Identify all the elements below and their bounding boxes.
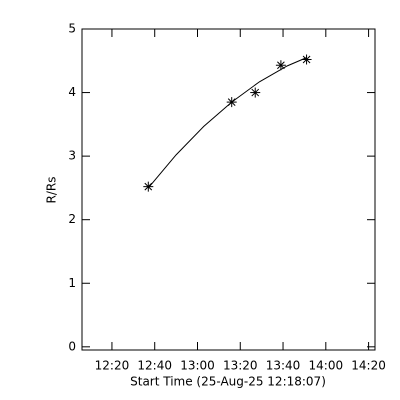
- asterisk-stroke: [277, 61, 285, 70]
- plot-frame: [81, 28, 376, 351]
- fit-line: [147, 57, 307, 189]
- asterisk-stroke: [144, 182, 153, 191]
- x-tick-label: 13:00: [180, 359, 215, 373]
- y-tick-label: 2: [68, 212, 76, 226]
- y-tick-label: 5: [68, 22, 76, 36]
- x-axis-title: Start Time (25-Aug-25 12:18:07): [130, 375, 326, 389]
- x-tick-label: 12:40: [137, 359, 172, 373]
- x-tick-label: 13:40: [266, 359, 301, 373]
- data-point: [301, 54, 312, 65]
- y-axis-title: R/Rs: [45, 177, 59, 204]
- asterisk-stroke: [302, 55, 311, 64]
- y-tick-label: 3: [68, 149, 76, 163]
- y-tick-label: 4: [68, 85, 76, 99]
- data-point: [275, 60, 286, 71]
- asterisk-stroke: [251, 88, 260, 97]
- x-tick-label: 12:20: [95, 359, 130, 373]
- data-point: [143, 181, 154, 192]
- data-point: [250, 87, 261, 98]
- asterisk-stroke: [227, 98, 236, 106]
- x-tick-label: 14:20: [351, 359, 386, 373]
- data-point: [226, 97, 237, 108]
- x-tick-label: 14:00: [309, 359, 344, 373]
- x-tick-label: 13:20: [223, 359, 258, 373]
- y-tick-label: 0: [68, 339, 76, 353]
- y-tick-label: 1: [68, 276, 76, 290]
